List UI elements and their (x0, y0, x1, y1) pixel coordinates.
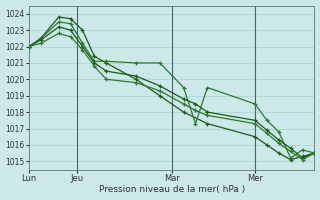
X-axis label: Pression niveau de la mer( hPa ): Pression niveau de la mer( hPa ) (99, 185, 245, 194)
